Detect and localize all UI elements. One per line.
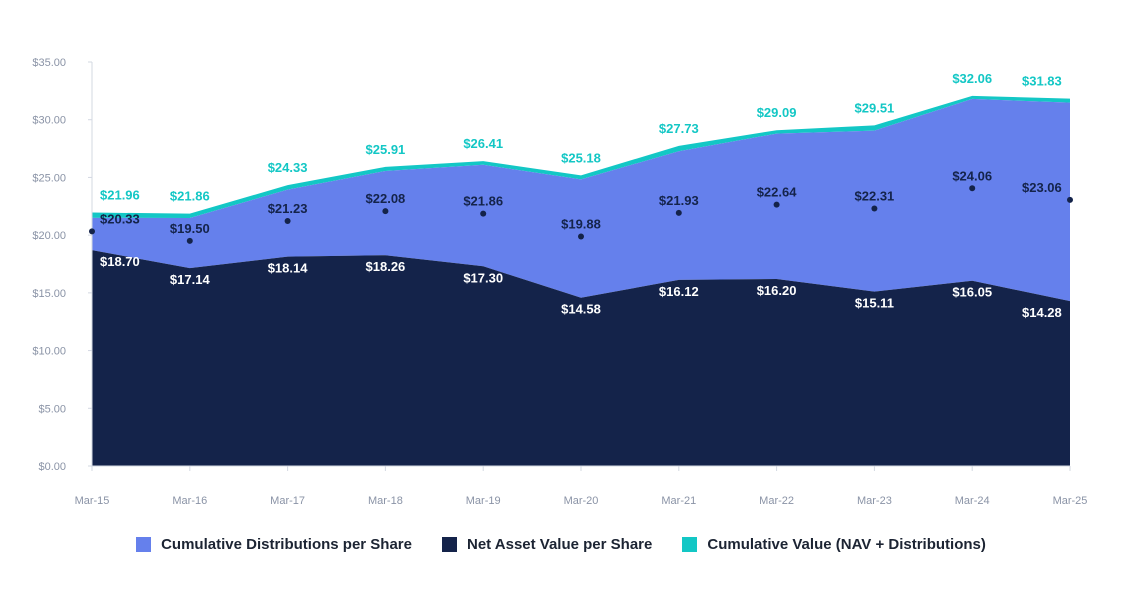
cumulative-value-data-label: $25.18	[561, 150, 601, 165]
x-tick-label: Mar-25	[1053, 495, 1088, 507]
marker-point	[675, 209, 682, 216]
y-tick-label: $20.00	[32, 230, 66, 242]
area-net-asset-value	[92, 250, 1070, 466]
nav-data-label: $17.30	[463, 270, 503, 285]
legend-label-nav: Net Asset Value per Share	[466, 536, 653, 553]
legend-label-cumulative-value: Cumulative Value (NAV + Distributions)	[707, 536, 986, 553]
y-tick-label: $35.00	[32, 57, 66, 69]
y-tick-label: $10.00	[32, 346, 66, 358]
cumulative-value-data-label: $31.83	[1022, 74, 1062, 89]
marker-point	[480, 210, 487, 217]
cumulative-value-data-label: $25.91	[366, 142, 406, 157]
legend: Cumulative Distributions per Share Net A…	[0, 536, 1122, 553]
y-tick-label: $25.00	[32, 172, 66, 184]
nav-data-label: $14.28	[1022, 305, 1062, 320]
marker-point	[578, 233, 584, 240]
marker-point	[284, 217, 291, 224]
marker-point	[773, 201, 780, 208]
cumulative-value-data-label: $29.51	[855, 100, 895, 115]
marker-data-label: $22.64	[757, 185, 798, 200]
cumulative-value-data-label: $21.86	[170, 189, 210, 204]
nav-data-label: $16.05	[952, 285, 992, 300]
x-tick-label: Mar-16	[172, 495, 207, 507]
cumulative-value-data-label: $24.33	[268, 160, 308, 175]
marker-point	[1067, 196, 1073, 203]
x-tick-label: Mar-22	[759, 495, 794, 507]
marker-data-label: $22.08	[366, 191, 406, 206]
marker-point	[871, 205, 878, 212]
x-tick-label: Mar-18	[368, 495, 403, 507]
legend-item-distributions: Cumulative Distributions per Share	[136, 536, 412, 553]
marker-data-label: $19.50	[170, 221, 210, 236]
nav-data-label: $18.70	[100, 254, 140, 269]
nav-data-label: $16.20	[757, 283, 797, 298]
cumulative-value-data-label: $32.06	[952, 71, 992, 86]
x-tick-label: Mar-23	[857, 495, 892, 507]
legend-item-nav: Net Asset Value per Share	[441, 536, 653, 553]
area-layer	[92, 95, 1070, 466]
y-tick-label: $0.00	[38, 461, 66, 473]
nav-data-label: $17.14	[170, 272, 211, 287]
cumulative-value-data-label: $27.73	[659, 121, 699, 136]
marker-data-label: $22.31	[855, 188, 895, 203]
y-tick-label: $5.00	[38, 403, 66, 415]
x-tick-label: Mar-17	[270, 495, 305, 507]
marker-layer	[89, 185, 1073, 244]
legend-item-cumulative-value: Cumulative Value (NAV + Distributions)	[682, 536, 986, 553]
cumulative-value-data-label: $26.41	[463, 136, 503, 151]
y-tick-label: $15.00	[32, 288, 66, 300]
nav-data-label: $18.26	[366, 259, 406, 274]
axes-layer: $0.00 $5.00 $10.00 $15.00 $20.00 $25.00 $30.00…	[32, 57, 1087, 507]
legend-label-distributions: Cumulative Distributions per Share	[161, 536, 412, 553]
legend-swatch-cumulative-value	[682, 537, 698, 552]
nav-data-label: $15.11	[855, 296, 894, 311]
legend-swatch-distributions	[136, 537, 152, 552]
y-tick-label: $30.00	[32, 115, 66, 127]
x-tick-label: Mar-24	[955, 495, 990, 507]
cumulative-value-data-label: $29.09	[757, 105, 797, 120]
x-tick-label: Mar-15	[75, 495, 110, 507]
marker-data-label: $21.23	[268, 201, 308, 216]
cumulative-value-data-label: $21.96	[100, 188, 140, 203]
x-tick-label: Mar-21	[661, 495, 696, 507]
data-label-layer: $20.33 $19.50 $21.23 $22.08 $21.86 $19.88 $21.…	[100, 71, 1062, 320]
x-tick-label: Mar-20	[564, 495, 599, 507]
area-chart: $0.00 $5.00 $10.00 $15.00 $20.00 $25.00 $30.00…	[32, 57, 1087, 507]
marker-data-label: $21.93	[659, 193, 699, 208]
nav-data-label: $14.58	[561, 302, 601, 317]
marker-data-label: $24.06	[952, 168, 992, 183]
marker-data-label: $19.88	[561, 217, 601, 232]
marker-point	[382, 208, 389, 215]
nav-data-label: $16.12	[659, 284, 699, 299]
nav-data-label: $18.14	[268, 261, 309, 276]
marker-point	[89, 228, 95, 235]
area-cumulative-distributions	[92, 98, 1070, 302]
legend-swatch-nav	[441, 537, 457, 552]
x-tick-label: Mar-19	[466, 495, 501, 507]
marker-data-label: $20.33	[100, 211, 140, 226]
marker-data-label: $21.86	[463, 194, 503, 209]
marker-point	[969, 185, 976, 192]
marker-point	[186, 237, 193, 244]
marker-data-label: $23.06	[1022, 180, 1062, 195]
